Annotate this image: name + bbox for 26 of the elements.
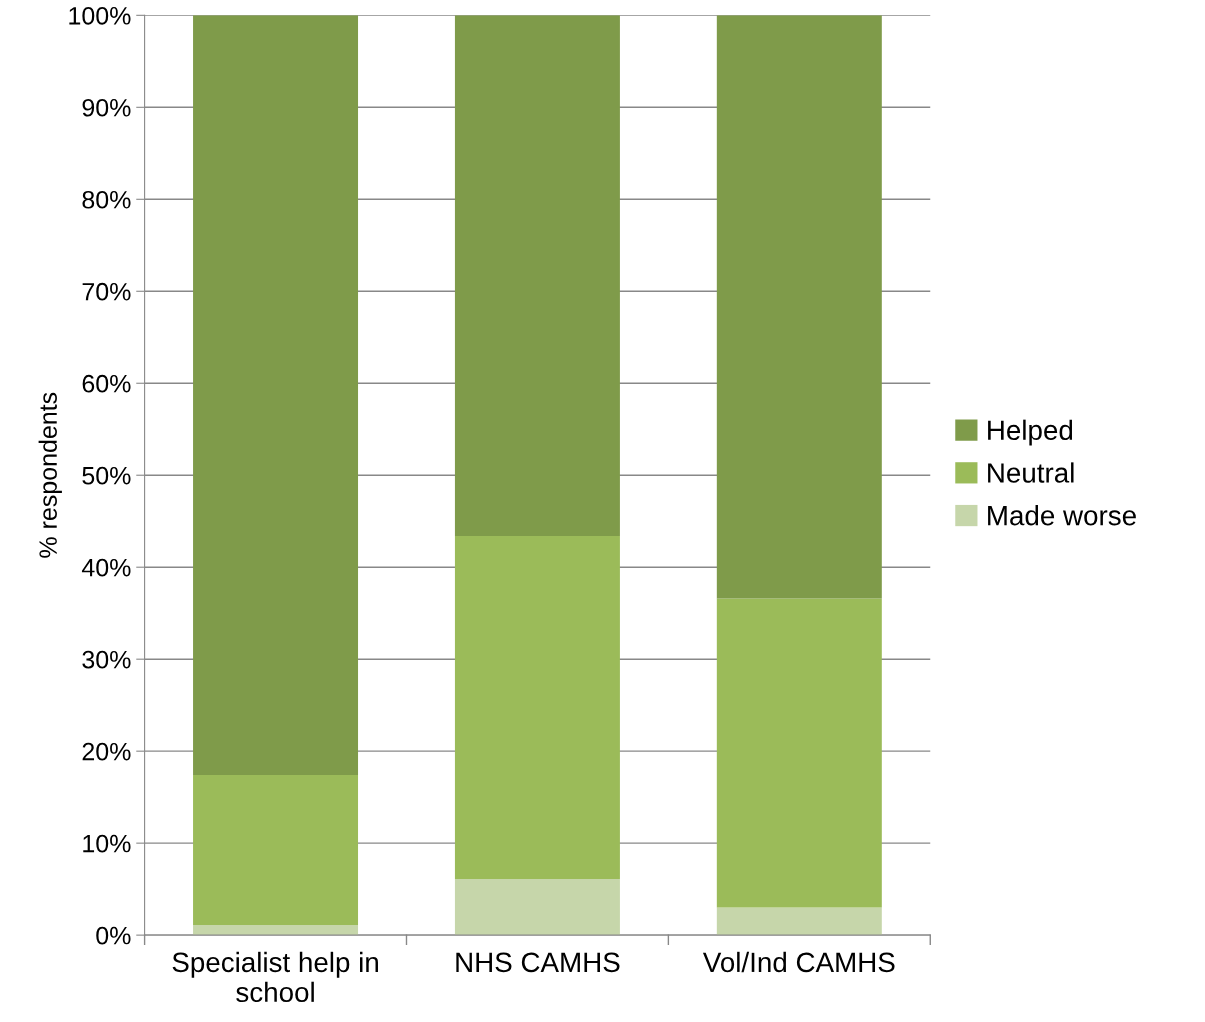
- y-tick-label: 70%: [82, 282, 131, 301]
- legend-label: Helped: [988, 419, 1073, 446]
- x-tick-label: Vol/Ind CAMHS: [702, 951, 895, 973]
- legend-label: Neutral: [988, 462, 1074, 483]
- y-tick-label: 40%: [81, 558, 131, 577]
- bar: [193, 15, 359, 776]
- y-tick-label: 0%: [96, 926, 131, 945]
- legend-label: Made worse: [988, 505, 1136, 526]
- y-tick-label: 50%: [82, 466, 131, 485]
- bar: [716, 598, 882, 908]
- bar: [716, 15, 882, 599]
- y-tick-label: 30%: [82, 650, 131, 669]
- x-tick-label: NHS CAMHS: [456, 952, 620, 973]
- y-axis-title: % respondents: [38, 392, 62, 558]
- bar: [193, 775, 359, 926]
- x-tick-label: Specialist help in school: [172, 951, 378, 1003]
- y-tick-label: 80%: [82, 190, 131, 209]
- y-tick-label: 90%: [82, 98, 131, 117]
- bar: [454, 15, 620, 536]
- y-tick-label: 100%: [69, 6, 131, 25]
- bar: [716, 907, 882, 936]
- y-tick-label: 60%: [82, 374, 131, 393]
- y-tick-label: 20%: [82, 742, 131, 761]
- y-tick-label: 10%: [83, 834, 131, 853]
- bar: [454, 535, 620, 880]
- bar: [454, 879, 620, 936]
